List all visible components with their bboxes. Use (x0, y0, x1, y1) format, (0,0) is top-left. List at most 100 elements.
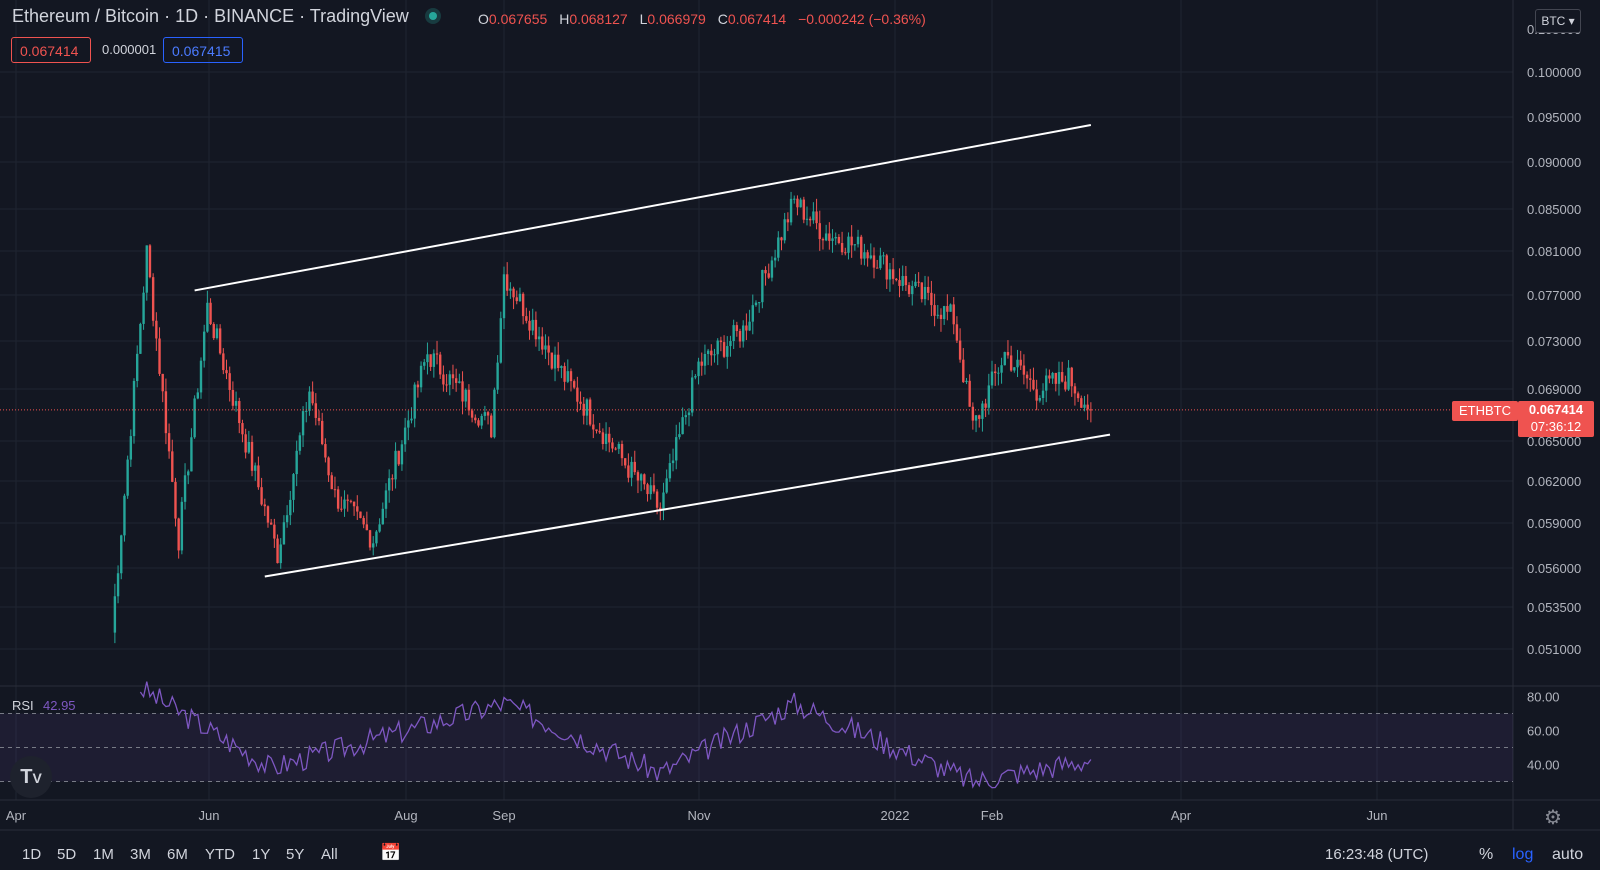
time-axis-label: Jun (199, 808, 220, 823)
candle-body (907, 285, 911, 295)
candle-body (856, 236, 860, 245)
candle-body (662, 492, 665, 510)
chart-settings-gear-icon[interactable]: ⚙ (1544, 807, 1562, 829)
candle-body (1048, 375, 1051, 379)
candle-body (199, 360, 203, 393)
price-axis-tick-label: 0.100000 (1527, 65, 1581, 80)
candle-body (493, 389, 496, 438)
candle-body (1006, 352, 1010, 356)
candle-body (442, 374, 445, 385)
candle-body (659, 507, 662, 510)
candle-body (231, 389, 235, 406)
candle-body (805, 218, 809, 220)
symbol-title-text[interactable]: Ethereum / Bitcoin · 1D · BINANCE · Trad… (12, 6, 409, 26)
candle-body (904, 276, 908, 286)
candle-body (773, 257, 777, 261)
currency-dropdown[interactable]: BTC ▾ (1535, 9, 1581, 33)
price-axis-tick-label: 0.081000 (1527, 244, 1581, 259)
candle-body (423, 362, 426, 366)
candle-body (1035, 389, 1038, 401)
candle-body (241, 423, 244, 435)
candle-body (279, 544, 282, 564)
candle-body (649, 485, 652, 495)
candle-body (923, 286, 927, 300)
candle-body (429, 354, 432, 367)
range-all-button[interactable]: All (321, 846, 338, 863)
rsi-axis-tick-label: 80.00 (1527, 690, 1560, 705)
log-scale-button[interactable]: log (1512, 846, 1534, 863)
time-axis-label: Apr (6, 808, 27, 823)
candle-body (1038, 398, 1042, 401)
auto-scale-button[interactable]: auto (1552, 846, 1584, 863)
candle-body (550, 352, 554, 369)
range-5d-button[interactable]: 5D (57, 846, 77, 863)
last-price-value: 0.067414 (1528, 401, 1584, 417)
candle-body (356, 506, 359, 512)
candle-body (754, 302, 758, 306)
time-axis-label: Sep (492, 808, 515, 823)
candle-body (595, 429, 598, 431)
candle-body (627, 465, 630, 478)
candle-body (432, 353, 436, 367)
candle-body (314, 403, 318, 418)
candle-body (962, 359, 965, 383)
candle-body (927, 286, 930, 293)
channel-upper-trendline (194, 124, 1092, 292)
low-label: L (639, 11, 648, 27)
candle-body (547, 345, 550, 353)
range-1d-button[interactable]: 1D (22, 846, 42, 863)
utc-clock[interactable]: 16:23:48 (UTC) (1325, 846, 1429, 863)
candle-body (882, 255, 885, 257)
range-5y-button[interactable]: 5Y (286, 846, 305, 863)
candle-body (780, 237, 783, 241)
candle-body (585, 399, 589, 416)
candle-body (557, 354, 560, 368)
tradingview-logo-icon[interactable]: TV (10, 756, 52, 798)
range-ytd-button[interactable]: YTD (205, 846, 235, 863)
candle-body (757, 302, 761, 304)
candle-body (257, 465, 260, 488)
range-1y-button[interactable]: 1Y (252, 846, 271, 863)
time-axis-label: 2022 (881, 808, 910, 823)
candle-body (174, 481, 177, 519)
candle-body (901, 276, 904, 286)
range-6m-button[interactable]: 6M (167, 846, 188, 863)
candle-body (719, 340, 723, 343)
candle-body (448, 374, 451, 385)
candle-body (218, 328, 222, 354)
candle-body (349, 500, 353, 502)
rsi-label[interactable]: RSI (12, 698, 34, 713)
candle-body (340, 508, 343, 510)
candle-body (531, 319, 534, 331)
candle-body (397, 450, 400, 465)
candle-body (461, 381, 464, 402)
candle-body (1025, 374, 1029, 379)
candle-body (681, 417, 684, 435)
candle-body (308, 391, 311, 411)
range-1m-button[interactable]: 1M (93, 846, 114, 863)
candle-body (671, 460, 675, 464)
candle-body (509, 288, 512, 291)
candle-body (690, 377, 694, 413)
candle-body (579, 401, 582, 404)
candle-body (1009, 355, 1013, 371)
percent-scale-button[interactable]: % (1479, 846, 1494, 863)
symbol-title[interactable]: Ethereum / Bitcoin · 1D · BINANCE · Trad… (12, 6, 455, 27)
candle-body (445, 384, 448, 386)
candle-body (416, 384, 420, 388)
candle-body (365, 524, 369, 531)
candle-body (949, 304, 952, 312)
candle-body (148, 245, 152, 278)
candle-body (694, 376, 697, 378)
sell-price-button[interactable]: 0.067414 (11, 37, 91, 63)
candle-body (735, 325, 739, 332)
candle-body (196, 392, 200, 399)
goto-date-calendar-icon[interactable]: 📅 (380, 843, 402, 862)
countdown-value: 07:36:12 (1530, 418, 1582, 434)
candle-body (710, 350, 713, 356)
buy-price-button[interactable]: 0.067415 (163, 37, 243, 63)
candle-body (222, 353, 225, 371)
range-3m-button[interactable]: 3M (130, 846, 151, 863)
